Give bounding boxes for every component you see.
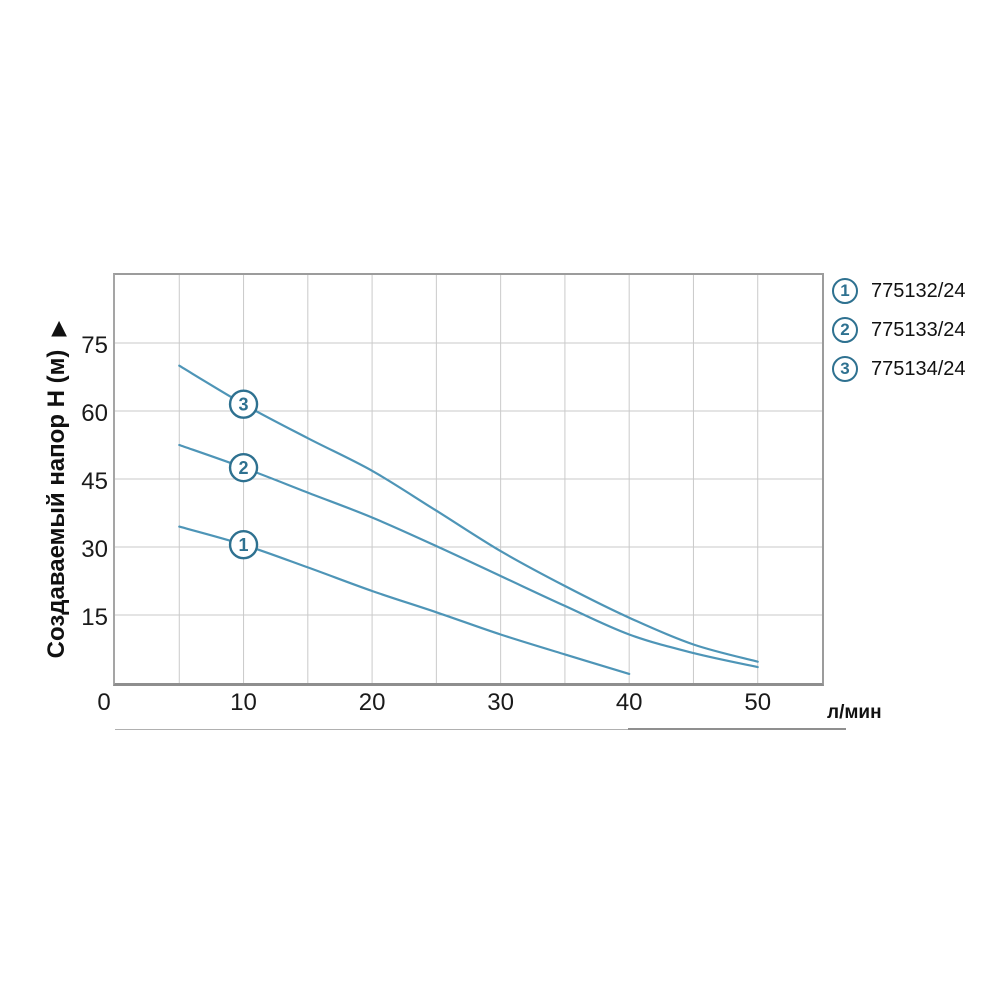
chart-svg: 1 2 3 [115,275,822,683]
curve-marker-3-icon [228,389,259,419]
legend-label-1: 775132/24 [871,279,966,302]
legend-marker-2-icon: 2 [832,317,858,343]
y-tick-label-45: 45 [81,468,108,495]
curve-775134/24 [178,364,759,663]
y-tick-label-60: 60 [81,400,108,427]
footer-divider-line-dark-segment [628,728,846,730]
x-tick-label-40: 40 [615,689,643,716]
y-tick-label-15: 15 [81,604,108,631]
legend-item-1: 1 775132/24 [832,277,966,305]
legend-marker-3-icon: 3 [832,356,858,382]
x-tick-label-50: 50 [744,689,772,716]
x-tick-label-20: 20 [358,689,386,716]
x-tick-label-0: 0 [97,689,111,716]
y-tick-label-30: 30 [81,536,108,563]
x-tick-label-10: 10 [230,689,257,716]
x-axis-unit-label: л/мин [827,702,882,723]
legend-item-3: 3 775134/24 [832,355,966,383]
plot-area: 1 2 3 [113,273,824,686]
curve-775133/24 [178,443,759,669]
curve-marker-2-icon [228,452,259,483]
legend-label-3: 775134/24 [871,357,966,380]
curve-marker-3-number: 3 [239,395,249,415]
curve-marker-1-icon [228,530,259,560]
footer-divider-line [115,729,846,730]
curve-marker-2-number: 2 [239,458,249,478]
legend-label-2: 775133/24 [871,318,966,341]
legend-item-2: 2 775133/24 [832,316,966,344]
y-tick-label-75: 75 [81,332,108,359]
legend: 1 775132/24 2 775133/24 3 775134/24 [832,277,966,394]
x-tick-label-30: 30 [487,689,514,716]
curve-marker-1-number: 1 [239,535,249,555]
legend-marker-1-icon: 1 [832,278,858,304]
